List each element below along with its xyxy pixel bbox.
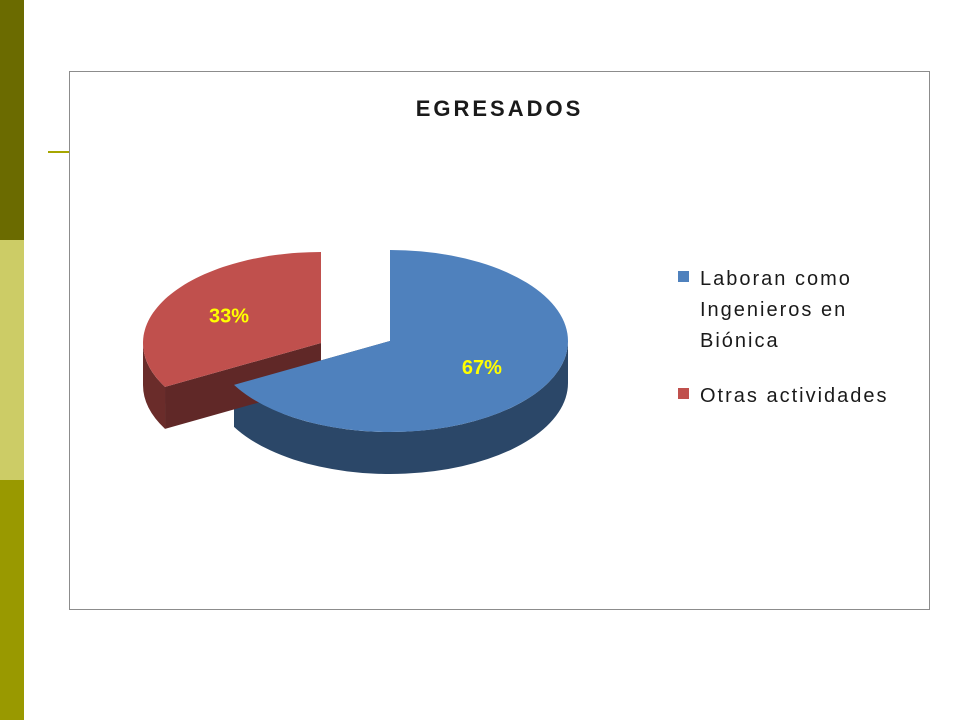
legend-swatch-blue [678, 271, 689, 282]
pie-chart: 67% 33% [142, 250, 569, 475]
legend-item-otras: Otras actividades [678, 381, 918, 412]
legend-item-laboran: Laboran como Ingenieros en Biónica [678, 264, 918, 357]
pie-slice [142, 252, 321, 387]
chart-title: EGRESADOS [415, 96, 584, 121]
decorative-band-light [0, 240, 24, 480]
data-label: 67% [462, 357, 502, 379]
slice-outer-wall [143, 343, 166, 429]
legend-label: Otras actividades [700, 385, 889, 407]
legend-label: Laboran como Ingenieros en Biónica [700, 268, 852, 352]
slice-outer-wall [234, 341, 569, 475]
chart-area: EGRESADOS 67% 33% Laboran como Ingenieros… [69, 71, 930, 610]
decorative-band-dark [0, 0, 24, 240]
data-label: 33% [209, 305, 249, 327]
decorative-band-olive [0, 480, 24, 720]
chart-legend: Laboran como Ingenieros en Biónica Otras… [678, 264, 918, 436]
legend-swatch-red [678, 388, 689, 399]
pie-slice [234, 250, 569, 432]
decorative-accent-line [48, 151, 70, 153]
